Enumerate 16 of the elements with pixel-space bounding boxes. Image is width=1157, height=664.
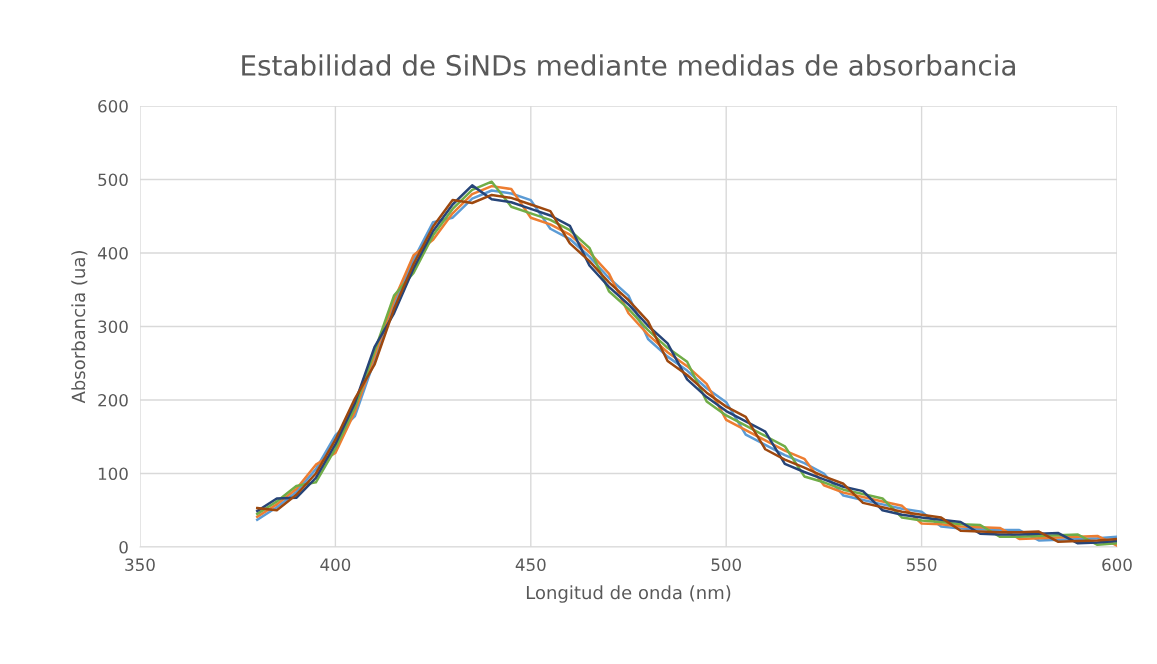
y-tick-label: 400 <box>97 246 128 260</box>
y-tick-label: 100 <box>98 467 128 481</box>
chart-title: Estabilidad de SiNDs mediante medidas de absorbancia <box>242 54 1015 76</box>
x-axis-title: Longitud de onda (nm) <box>526 585 731 603</box>
x-tick-label: 550 <box>906 558 937 572</box>
x-tick-label: 350 <box>125 558 155 572</box>
x-tick-label: 600 <box>1102 558 1132 572</box>
y-tick-label: 0 <box>119 540 128 554</box>
y-tick-label: 500 <box>98 173 128 187</box>
y-tick-label: 600 <box>98 99 128 113</box>
x-tick-label: 500 <box>711 558 741 572</box>
y-axis-title: Absorbancia (ua) <box>71 251 88 404</box>
y-tick-label: 300 <box>98 320 128 334</box>
y-tick-label: 200 <box>98 393 128 407</box>
x-tick-label: 450 <box>515 558 546 572</box>
x-tick-label: 400 <box>320 558 351 572</box>
